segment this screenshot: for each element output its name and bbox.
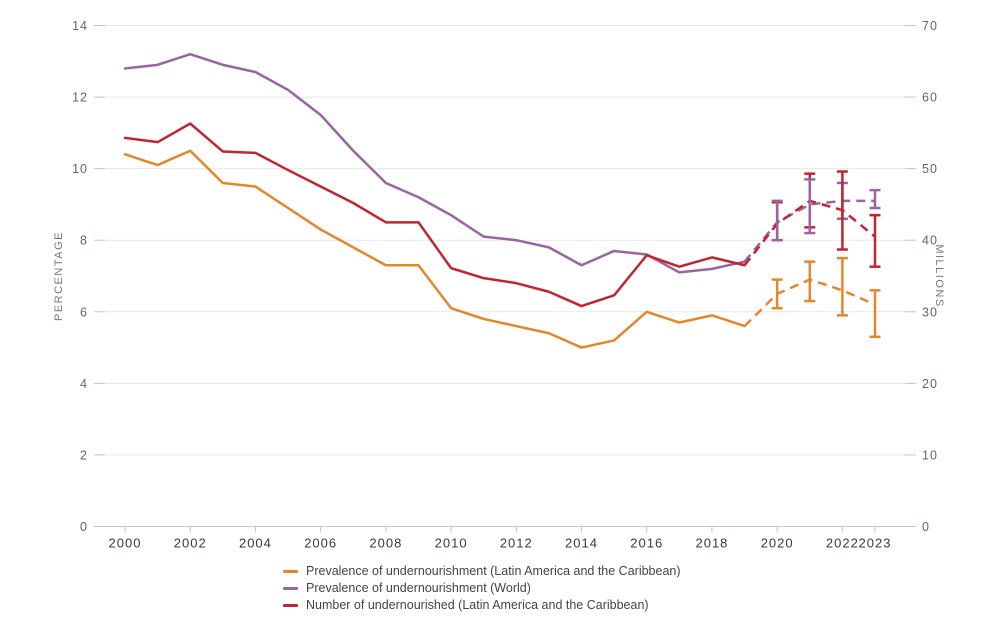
legend-label: Prevalence of undernourishment (World) — [306, 581, 531, 595]
chart-legend: Prevalence of undernourishment (Latin Am… — [283, 564, 681, 612]
left-axis-tick-label: 10 — [72, 162, 88, 176]
left-axis-tick-label: 8 — [80, 234, 88, 248]
right-axis-title: MILLIONS — [933, 244, 945, 307]
series-line-pou-lac — [123, 149, 876, 349]
left-axis-tick-label: 6 — [80, 305, 88, 319]
error-bar-nou-lac-2023 — [869, 213, 881, 268]
gridlines — [105, 25, 905, 527]
x-axis-tick-label: 2020 — [761, 536, 794, 551]
legend-marker-line-purple — [283, 586, 298, 590]
x-axis-tick-label: 2010 — [435, 536, 468, 551]
axis-ticks — [94, 25, 916, 533]
x-axis-tick-label: 2004 — [239, 536, 272, 551]
x-axis-tick-label: 2000 — [109, 536, 142, 551]
error-bar-pou-lac-2022 — [836, 256, 848, 317]
x-axis-tick-label: 2006 — [304, 536, 337, 551]
error-bar-pou-lac-2020 — [771, 278, 783, 310]
x-axis-tick-label: 2016 — [630, 536, 663, 551]
left-axis-tick-label: 0 — [80, 520, 88, 534]
error-bar-pou-lac-2023 — [869, 289, 881, 339]
right-axis-tick-label: 0 — [922, 520, 930, 534]
left-axis-tick-label: 2 — [80, 448, 88, 462]
x-axis-tick-label: 2014 — [565, 536, 598, 551]
left-axis-tick-label: 12 — [72, 91, 88, 105]
x-axis-tick-label: 2022 — [826, 536, 859, 551]
error-bar-pou-world-2023 — [869, 188, 881, 210]
left-axis-tick-label: 4 — [80, 377, 88, 391]
x-axis-tick-label: 2023 — [859, 536, 892, 551]
x-axis-tick-label: 2008 — [369, 536, 402, 551]
error-bar-pou-world-2020 — [771, 199, 783, 242]
right-axis-tick-label: 60 — [922, 91, 938, 105]
right-axis-tick-label: 50 — [922, 162, 938, 176]
legend-marker-line-orange — [283, 569, 298, 573]
right-axis-tick-label: 70 — [922, 19, 938, 33]
left-axis-tick-label: 14 — [72, 19, 88, 33]
right-axis-tick-label: 30 — [922, 305, 938, 319]
legend-item-nou-lac: Number of undernourished (Latin America … — [283, 598, 681, 612]
series-line-pou-world — [123, 52, 875, 274]
left-axis-title: PERCENTAGE — [53, 231, 65, 321]
axis-tick-labels: 0 0 2 10 4 20 6 30 8 40 10 50 12 60 14 70 2000 2002 2004 20… — [72, 19, 938, 551]
error-bar-nou-lac-2022 — [836, 170, 848, 251]
right-axis-tick-label: 20 — [922, 377, 938, 391]
x-axis-tick-label: 2002 — [174, 536, 207, 551]
legend-marker-line-red — [283, 603, 298, 607]
error-bar-pou-world-2021 — [804, 178, 816, 235]
right-axis-tick-label: 10 — [922, 448, 938, 462]
legend-label: Prevalence of undernourishment (Latin Am… — [306, 564, 681, 578]
series-line-nou-lac — [123, 122, 876, 308]
legend-item-pou-lac: Prevalence of undernourishment (Latin Am… — [283, 564, 681, 578]
legend-label: Number of undernourished (Latin America … — [306, 598, 649, 612]
legend-item-pou-world: Prevalence of undernourishment (World) — [283, 581, 681, 595]
x-axis-tick-label: 2018 — [695, 536, 728, 551]
right-axis-tick-label: 40 — [922, 234, 938, 248]
error-bar-pou-lac-2021 — [804, 260, 816, 303]
error-bars — [771, 170, 881, 339]
x-axis-tick-label: 2012 — [500, 536, 533, 551]
